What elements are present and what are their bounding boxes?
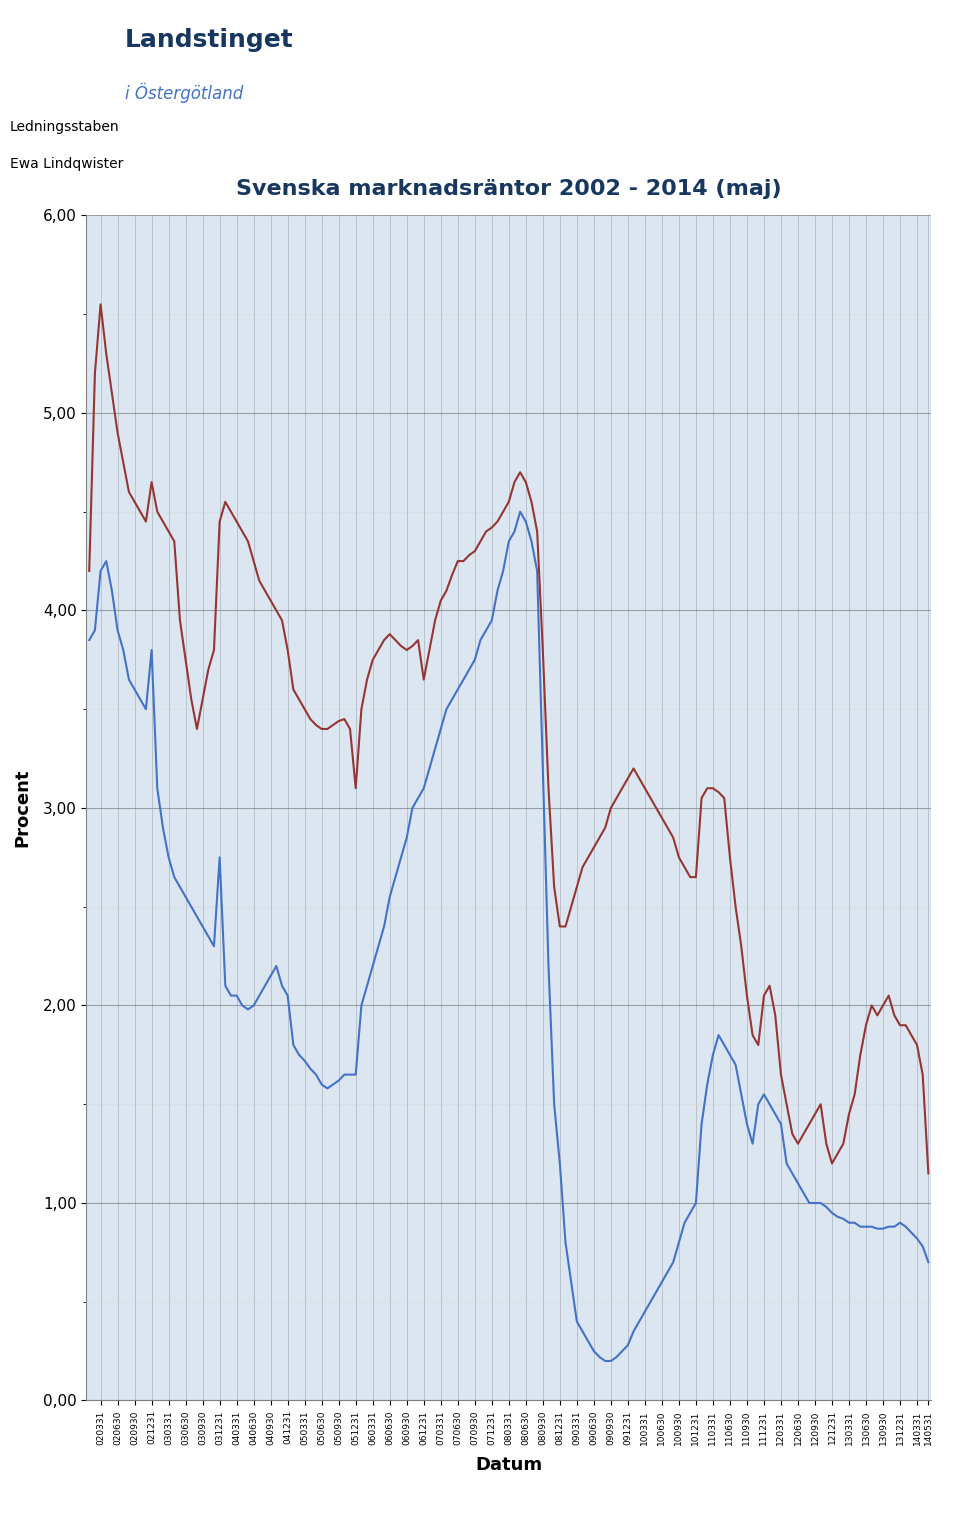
Text: Ewa Lindqwister: Ewa Lindqwister	[10, 157, 123, 171]
Text: Ledningsstaben: Ledningsstaben	[10, 120, 119, 134]
Text: Landstinget: Landstinget	[125, 28, 294, 52]
X-axis label: Datum: Datum	[475, 1456, 542, 1474]
Y-axis label: Procent: Procent	[13, 768, 32, 848]
Title: Svenska marknadsräntor 2002 - 2014 (maj): Svenska marknadsräntor 2002 - 2014 (maj)	[236, 179, 781, 199]
Text: i Östergötland: i Östergötland	[125, 83, 243, 103]
